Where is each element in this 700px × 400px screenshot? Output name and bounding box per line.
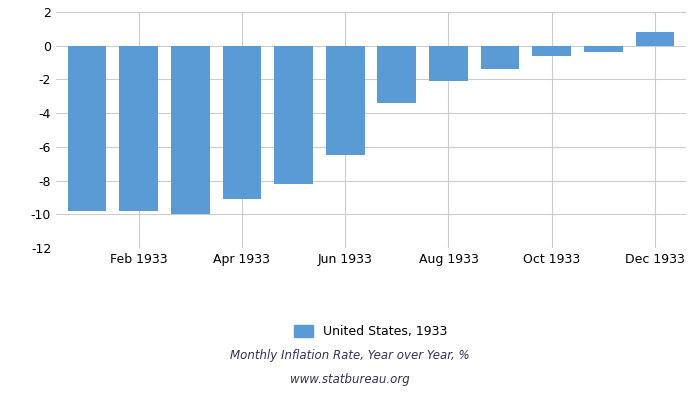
Bar xyxy=(429,46,468,81)
Bar xyxy=(636,32,674,46)
Bar xyxy=(274,46,313,184)
Bar xyxy=(119,46,158,211)
Bar xyxy=(377,46,416,103)
Text: Monthly Inflation Rate, Year over Year, %: Monthly Inflation Rate, Year over Year, … xyxy=(230,350,470,362)
Bar xyxy=(481,46,519,69)
Legend: United States, 1933: United States, 1933 xyxy=(289,320,453,343)
Bar xyxy=(533,46,571,56)
Bar xyxy=(223,46,261,199)
Bar xyxy=(584,46,623,52)
Bar xyxy=(68,46,106,211)
Bar xyxy=(326,46,365,155)
Bar xyxy=(171,46,209,214)
Text: www.statbureau.org: www.statbureau.org xyxy=(290,374,410,386)
